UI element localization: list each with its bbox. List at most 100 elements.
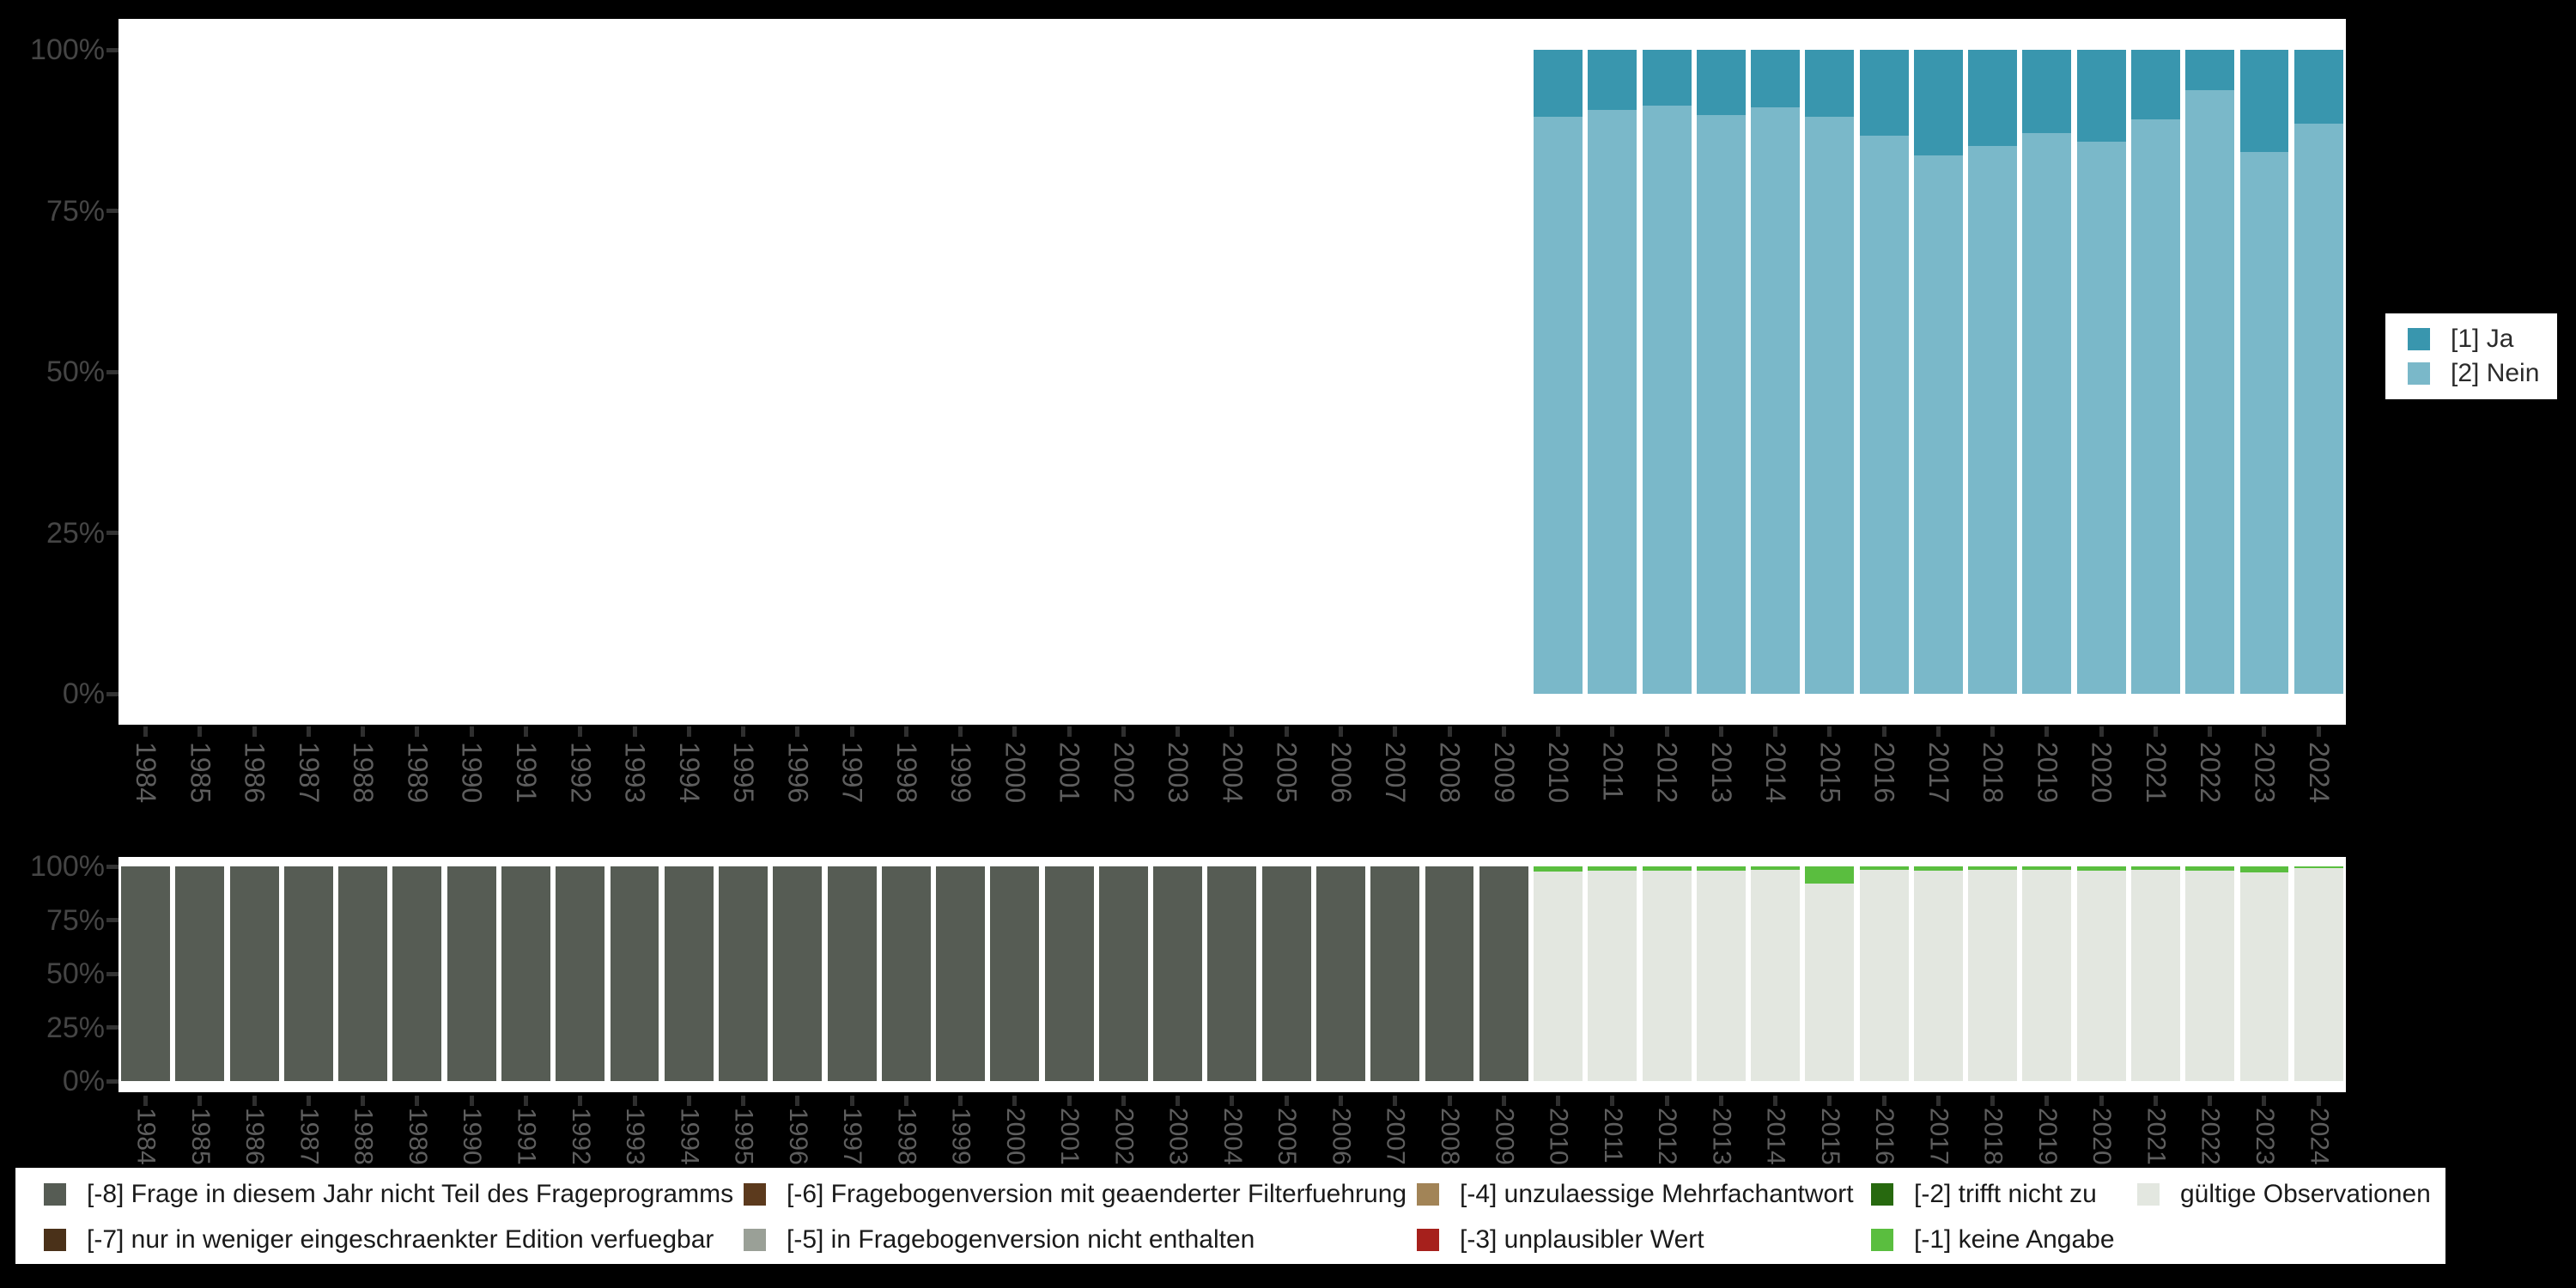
missing-bar-1991 <box>501 866 550 1081</box>
bar-slot-2012 <box>1639 50 1693 694</box>
top-chart-panel <box>118 19 2346 725</box>
x-axis-tick-mark <box>1121 726 1126 737</box>
bar-segment <box>2022 132 2072 694</box>
bar-slot-2016 <box>1857 866 1911 1081</box>
x-axis-label-slot: 2005 <box>1260 742 1314 862</box>
bar-segment <box>1696 870 1746 1081</box>
legend-entry: [1] Ja <box>2408 325 2557 354</box>
x-axis-tick-mark <box>1935 726 1941 737</box>
x-axis-tick-mark <box>1881 726 1886 737</box>
bar-segment <box>1968 866 2018 870</box>
bar-segment <box>1696 866 1746 871</box>
bar-segment <box>1805 884 1855 1081</box>
year-label: 2008 <box>1434 742 1466 804</box>
x-axis-label-slot: 2002 <box>1097 1108 1151 1166</box>
bar-segment <box>1805 50 1855 117</box>
x-axis-tick-mark <box>143 726 149 737</box>
y-axis-tick-label: 25% <box>46 516 105 550</box>
missing-legend-entry: [-4] unzulaessige Mehrfachantwort <box>1417 1180 1854 1209</box>
stacked-bar-2017 <box>1913 50 1963 694</box>
bar-slot-1990 <box>445 50 499 694</box>
bar-segment <box>121 866 171 1081</box>
bar-slot-1984 <box>118 866 173 1081</box>
year-label: 2002 <box>1109 1108 1139 1165</box>
missing-bar-2005 <box>1261 866 1311 1081</box>
x-axis-tick-slot <box>499 726 553 737</box>
bar-slot-2013 <box>1694 866 1748 1081</box>
missing-legend-entry: [-2] trifft nicht zu <box>1871 1180 2097 1209</box>
x-axis-label-slot: 2004 <box>1205 1108 1259 1166</box>
bar-segment <box>1588 110 1637 694</box>
x-axis-label-slot: 2016 <box>1857 742 1911 862</box>
x-axis-label-slot: 2017 <box>1911 742 1965 862</box>
x-axis-label-slot: 2024 <box>2292 1108 2346 1166</box>
stacked-bar-2023 <box>2239 50 2289 694</box>
x-axis-tick-slot <box>662 1096 716 1106</box>
missing-bar-2019 <box>2022 866 2072 1081</box>
bar-slot-1985 <box>173 866 227 1081</box>
missing-bar-1988 <box>338 866 388 1081</box>
y-axis-tick-mark <box>106 531 118 535</box>
year-label: 1984 <box>131 742 162 804</box>
bar-segment <box>2239 50 2289 153</box>
x-axis-tick-mark <box>361 1096 366 1106</box>
x-axis-tick-mark <box>795 1096 800 1106</box>
year-label: 2022 <box>2195 742 2227 804</box>
x-axis-label-slot: 2007 <box>1368 1108 1422 1166</box>
x-axis-label-slot: 1988 <box>336 1108 390 1166</box>
x-axis-label-slot: 2009 <box>1477 742 1531 862</box>
missing-bar-1992 <box>556 866 605 1081</box>
x-axis-label-slot: 2001 <box>1042 1108 1097 1166</box>
bar-slot-1997 <box>824 50 878 694</box>
missing-bar-2002 <box>1098 866 1148 1081</box>
x-axis-tick-slot <box>336 726 390 737</box>
x-axis-tick-mark <box>1176 1096 1181 1106</box>
year-label: 1999 <box>946 1108 975 1165</box>
bar-slot-2023 <box>2237 866 2291 1081</box>
x-axis-tick-slot <box>1531 726 1585 737</box>
x-axis-tick-mark <box>306 1096 311 1106</box>
x-axis-tick-slot <box>607 726 661 737</box>
x-axis-tick-slot <box>1694 726 1748 737</box>
x-axis-label-slot: 1984 <box>118 1108 173 1166</box>
year-label: 1991 <box>510 742 542 804</box>
bar-slot-2011 <box>1585 866 1639 1081</box>
x-axis-label-slot: 2003 <box>1151 1108 1205 1166</box>
bar-slot-1985 <box>173 50 227 694</box>
x-axis-tick-mark <box>2044 726 2050 737</box>
bar-slot-1991 <box>499 50 553 694</box>
x-axis-tick-slot <box>390 726 444 737</box>
bar-segment <box>1261 866 1311 1081</box>
x-axis-label-slot: 1991 <box>499 742 553 862</box>
legend-entry-label: [-7] nur in weniger eingeschraenkter Edi… <box>87 1225 714 1254</box>
stacked-bar-2015 <box>1805 50 1855 694</box>
missing-bar-1987 <box>283 866 333 1081</box>
bar-slot-2014 <box>1748 50 1802 694</box>
y-axis-tick-label: 0% <box>62 1065 105 1097</box>
x-axis-tick-slot <box>1422 726 1476 737</box>
x-axis-tick-mark <box>1121 1096 1126 1106</box>
x-axis-tick-slot <box>987 1096 1042 1106</box>
bar-segment <box>2185 866 2235 872</box>
x-axis-label-slot: 1999 <box>933 742 987 862</box>
bar-slot-1987 <box>282 866 336 1081</box>
bar-slot-2005 <box>1260 50 1314 694</box>
bar-segment <box>1642 105 1692 694</box>
stacked-bar-2021 <box>2130 50 2180 694</box>
x-axis-tick-mark <box>1393 726 1398 737</box>
bar-segment <box>1913 866 1963 871</box>
bar-segment <box>1642 50 1692 106</box>
x-axis-tick-slot <box>2020 1096 2074 1106</box>
x-axis-tick-mark <box>741 1096 746 1106</box>
x-axis-label-slot: 2004 <box>1205 742 1259 862</box>
bar-segment <box>1098 866 1148 1081</box>
x-axis-label-slot: 1999 <box>933 1108 987 1166</box>
bar-slot-2000 <box>987 50 1042 694</box>
x-axis-tick-slot <box>173 1096 227 1106</box>
legend-entry-label: [-5] in Fragebogenversion nicht enthalte… <box>787 1225 1255 1254</box>
bottom-chart-x-axis-ticks <box>118 1096 2346 1106</box>
y-axis-tick-label: 50% <box>46 957 105 990</box>
x-axis-tick-mark <box>415 726 420 737</box>
x-axis-label-slot: 2006 <box>1314 742 1368 862</box>
x-axis-tick-slot <box>1260 726 1314 737</box>
